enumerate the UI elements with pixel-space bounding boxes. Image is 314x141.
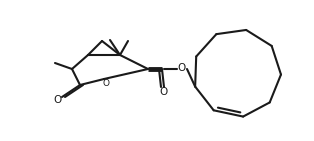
Text: O: O (102, 80, 110, 89)
Text: O: O (54, 95, 62, 105)
Text: O: O (178, 63, 186, 73)
Text: O: O (159, 87, 167, 97)
